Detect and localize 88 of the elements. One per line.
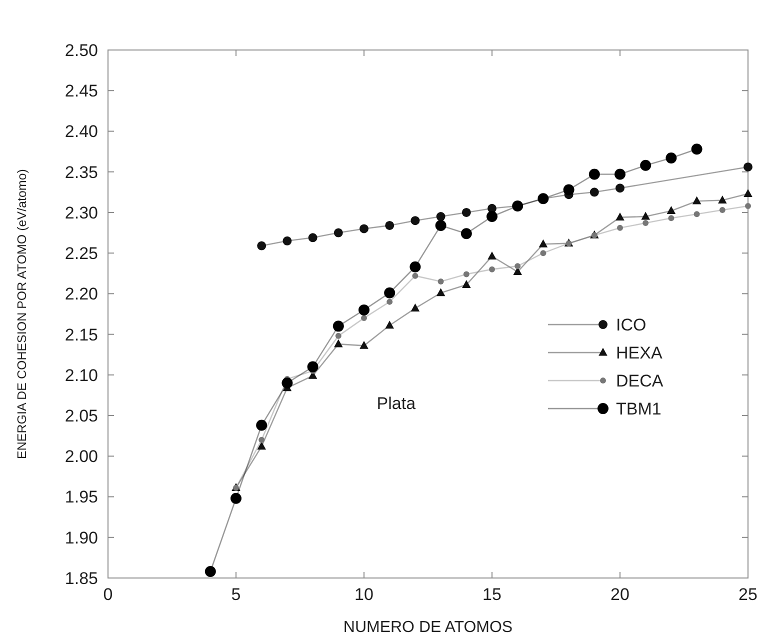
point [360,224,368,234]
x-axis-title: NUMERO DE ATOMOS [343,619,513,636]
point [642,220,649,226]
y-tick-label: 1.95 [64,488,98,507]
point [718,195,727,204]
point [256,420,268,431]
x-tick-label: 20 [610,585,630,604]
point [307,361,318,372]
point [640,160,652,171]
point [563,184,574,196]
point [385,220,394,230]
y-tick-label: 2.35 [64,162,98,182]
point [514,263,521,270]
point [694,211,700,218]
y-tick-label: 2.05 [64,406,98,426]
point [358,304,370,316]
legend-label: ICO [616,316,646,335]
point [614,168,626,180]
y-tick-label: 2.25 [64,244,98,264]
y-tick-label: 1.90 [64,528,98,548]
legend-label: DECA [616,372,664,391]
point [335,332,342,339]
point [692,196,702,204]
y-tick-label: 2.10 [64,366,98,385]
x-tick-label: 25 [738,585,758,604]
point [435,220,446,231]
point [385,320,394,329]
x-tick-label: 0 [103,585,113,604]
point [489,266,495,272]
point [257,241,266,250]
point [540,250,546,256]
annotation: Plata [376,394,416,414]
y-tick-label: 2.45 [64,82,98,101]
y-tick-label: 2.15 [64,325,98,344]
point [462,208,471,217]
point [334,228,343,238]
point [691,144,702,155]
point [282,378,293,389]
point [641,212,650,220]
point [616,184,624,193]
point [719,207,726,214]
point [360,340,368,349]
y-tick-label: 2.00 [64,447,98,466]
point [668,215,674,222]
point [744,188,752,197]
point [538,239,548,248]
point [462,280,471,288]
point [384,287,396,298]
y-axis-title: ENERGIA DE COHESION POR ATOMO (eV/atomo) [15,169,29,459]
point [257,442,266,450]
point [436,212,446,222]
point [204,566,216,577]
point [438,278,444,285]
point [386,298,393,305]
point [666,152,677,164]
point [410,216,420,226]
point [334,339,343,348]
point [488,252,496,260]
point [361,315,367,322]
x-tick-label: 10 [354,585,374,604]
y-tick-label: 1.85 [64,568,98,588]
point [308,233,318,242]
point [460,228,472,240]
point [588,168,600,180]
point [744,162,752,172]
point [666,206,676,214]
point [590,188,599,197]
point [486,211,498,222]
point [282,236,292,246]
y-tick-label: 2.30 [64,203,98,222]
point [463,271,470,278]
point [258,436,265,443]
x-tick-label: 15 [482,585,502,604]
point [436,288,446,296]
legend-label: HEXA [616,344,663,363]
point [410,261,421,272]
point [412,272,418,279]
point [616,212,624,221]
legend-label: TBM1 [616,400,662,419]
point [332,320,344,332]
y-tick-label: 2.40 [64,122,98,142]
point [745,202,751,209]
point [410,304,420,312]
point [617,224,623,231]
y-tick-label: 2.20 [64,284,98,304]
point [230,492,242,504]
y-tick-label: 2.50 [64,40,98,60]
x-tick-label: 5 [231,585,241,604]
